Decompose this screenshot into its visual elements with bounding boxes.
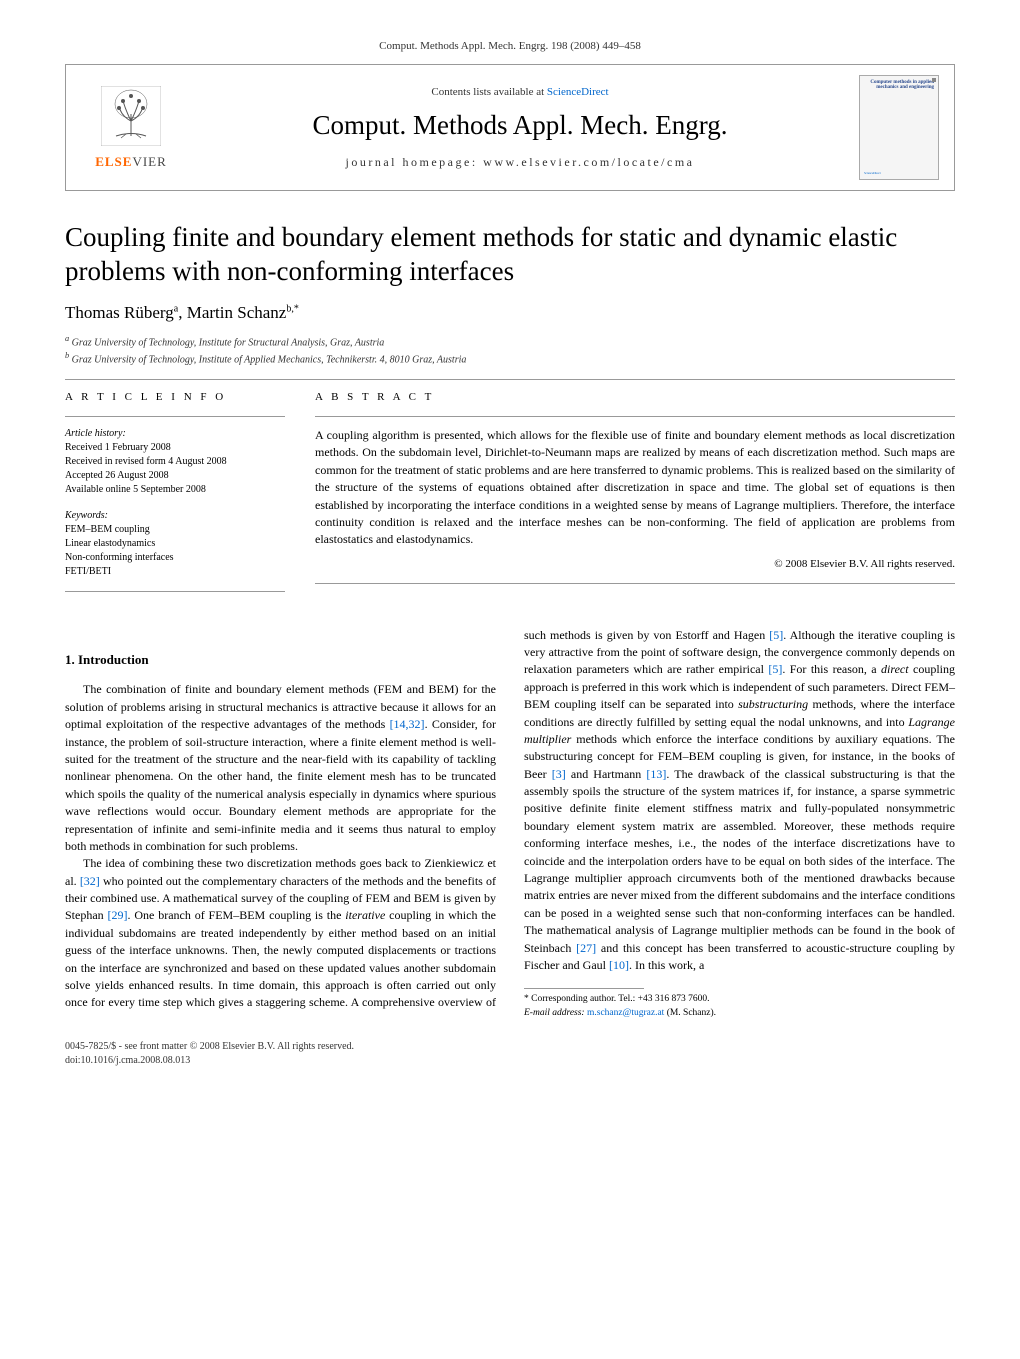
- paragraph: The combination of finite and boundary e…: [65, 681, 496, 855]
- article-info: A R T I C L E I N F O Article history: R…: [65, 390, 285, 601]
- journal-cover-thumb: Computer methods in applied mechanics an…: [859, 75, 939, 180]
- article-title: Coupling finite and boundary element met…: [65, 221, 955, 289]
- keyword: Linear elastodynamics: [65, 537, 285, 551]
- contents-line: Contents lists available at ScienceDirec…: [196, 86, 844, 98]
- citation-link[interactable]: [10]: [609, 958, 629, 972]
- body-text: . Consider, for instance, the problem of…: [65, 717, 496, 853]
- body-text: . For this reason, a: [782, 662, 881, 676]
- publisher-name: ELSEVIER: [81, 154, 181, 170]
- bottom-meta: 0045-7825/$ - see front matter © 2008 El…: [65, 1040, 955, 1068]
- author-1: Thomas Rüberg: [65, 303, 174, 322]
- footnote-separator: [524, 988, 644, 989]
- journal-center: Contents lists available at ScienceDirec…: [181, 86, 859, 170]
- history-online: Available online 5 September 2008: [65, 483, 285, 497]
- body-text: . One branch of FEM–BEM coupling is the: [128, 908, 346, 922]
- affiliations: a Graz University of Technology, Institu…: [65, 333, 955, 368]
- abstract-heading: A B S T R A C T: [315, 390, 955, 406]
- cover-corner-icon: [932, 78, 936, 82]
- page: Comput. Methods Appl. Mech. Engrg. 198 (…: [0, 0, 1020, 1108]
- citation-link[interactable]: [29]: [108, 908, 128, 922]
- abstract-text: A coupling algorithm is presented, which…: [315, 427, 955, 549]
- emphasis: direct: [881, 662, 909, 676]
- separator: [65, 379, 955, 380]
- info-abstract-row: A R T I C L E I N F O Article history: R…: [65, 390, 955, 601]
- running-header: Comput. Methods Appl. Mech. Engrg. 198 (…: [65, 40, 955, 52]
- email-label: E-mail address:: [524, 1008, 587, 1018]
- citation-link[interactable]: [27]: [576, 941, 596, 955]
- info-heading: A R T I C L E I N F O: [65, 390, 285, 405]
- sciencedirect-link[interactable]: ScienceDirect: [547, 86, 609, 98]
- keyword: Non-conforming interfaces: [65, 551, 285, 565]
- email-line: E-mail address: m.schanz@tugraz.at (M. S…: [524, 1007, 955, 1020]
- doi-line: doi:10.1016/j.cma.2008.08.013: [65, 1054, 955, 1068]
- citation-link[interactable]: [32]: [80, 874, 100, 888]
- publisher-name-part2: VIER: [132, 154, 166, 169]
- emphasis: iterative: [345, 908, 385, 922]
- publisher-name-part1: ELSE: [95, 154, 132, 169]
- affiliation-b-text: Graz University of Technology, Institute…: [72, 354, 467, 365]
- history-revised: Received in revised form 4 August 2008: [65, 455, 285, 469]
- emphasis: substructuring: [738, 697, 808, 711]
- citation-link[interactable]: [5]: [768, 662, 782, 676]
- keywords-block: Keywords: FEM–BEM coupling Linear elasto…: [65, 509, 285, 579]
- journal-homepage: journal homepage: www.elsevier.com/locat…: [196, 155, 844, 170]
- citation-link[interactable]: [5]: [769, 628, 783, 642]
- separator: [315, 416, 955, 417]
- author-2-sup: b,*: [286, 303, 299, 314]
- keyword: FEM–BEM coupling: [65, 523, 285, 537]
- corresponding-author: * Corresponding author. Tel.: +43 316 87…: [524, 993, 955, 1006]
- cover-title: Computer methods in applied mechanics an…: [864, 80, 934, 90]
- body-text: . The drawback of the classical substruc…: [524, 767, 955, 955]
- email-suffix: (M. Schanz).: [664, 1008, 716, 1018]
- body-text: and Hartmann: [566, 767, 647, 781]
- citation-link[interactable]: [13]: [646, 767, 666, 781]
- affiliation-a: a Graz University of Technology, Institu…: [65, 333, 955, 350]
- history-label: Article history:: [65, 427, 285, 441]
- separator: [315, 583, 955, 584]
- history-accepted: Accepted 26 August 2008: [65, 469, 285, 483]
- abstract-copyright: © 2008 Elsevier B.V. All rights reserved…: [315, 557, 955, 573]
- citation-link[interactable]: [14,32]: [390, 717, 425, 731]
- publisher-block: ELSEVIER: [81, 86, 181, 170]
- keyword: FETI/BETI: [65, 565, 285, 579]
- author-2: , Martin Schanz: [178, 303, 286, 322]
- body-text: . In this work, a: [629, 958, 704, 972]
- citation-link[interactable]: [3]: [552, 767, 566, 781]
- footnote: * Corresponding author. Tel.: +43 316 87…: [524, 993, 955, 1020]
- elsevier-tree-icon: [101, 86, 161, 146]
- journal-banner: ELSEVIER Contents lists available at Sci…: [65, 64, 955, 191]
- authors: Thomas Rüberga, Martin Schanzb,*: [65, 303, 955, 323]
- section-1-heading: 1. Introduction: [65, 651, 496, 670]
- cover-footer: ScienceDirect: [864, 171, 881, 175]
- body-columns: 1. Introduction The combination of finit…: [65, 627, 955, 1020]
- keywords-label: Keywords:: [65, 509, 285, 523]
- history-received: Received 1 February 2008: [65, 441, 285, 455]
- contents-prefix: Contents lists available at: [431, 86, 546, 98]
- front-matter-line: 0045-7825/$ - see front matter © 2008 El…: [65, 1040, 955, 1054]
- separator: [65, 416, 285, 417]
- affiliation-b: b Graz University of Technology, Institu…: [65, 350, 955, 367]
- article-history: Article history: Received 1 February 200…: [65, 427, 285, 497]
- affiliation-a-text: Graz University of Technology, Institute…: [72, 337, 385, 348]
- abstract: A B S T R A C T A coupling algorithm is …: [315, 390, 955, 601]
- separator: [65, 591, 285, 592]
- email-link[interactable]: m.schanz@tugraz.at: [587, 1008, 664, 1018]
- journal-name: Comput. Methods Appl. Mech. Engrg.: [196, 110, 844, 141]
